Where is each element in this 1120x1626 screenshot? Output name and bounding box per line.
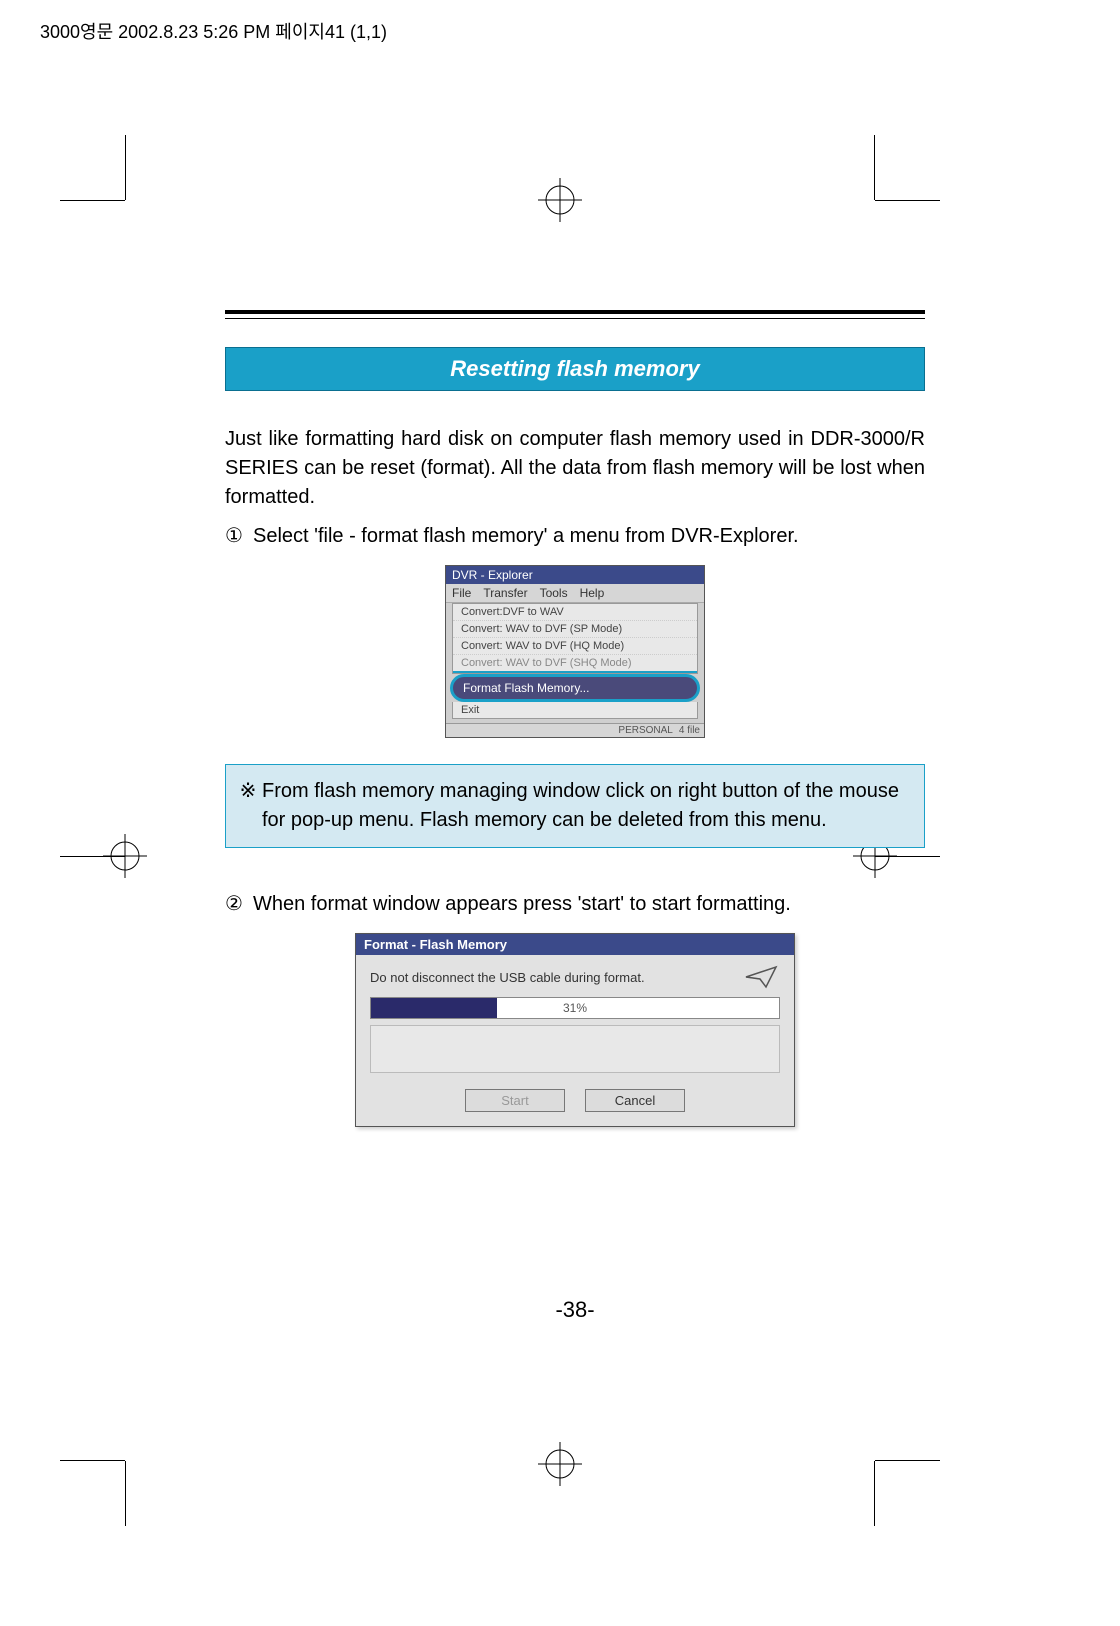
menu-item-format-flash[interactable]: Format Flash Memory... <box>450 674 700 702</box>
dvr-explorer-window: DVR - Explorer File Transfer Tools Help … <box>445 565 705 738</box>
menu-item-exit[interactable]: Exit <box>453 702 697 718</box>
section-title: Resetting flash memory <box>450 356 699 381</box>
flying-paper-icon <box>744 963 780 991</box>
registration-mark-icon <box>538 178 582 222</box>
menu-item[interactable]: Convert: WAV to DVF (SHQ Mode) <box>453 655 697 673</box>
statusbar: PERSONAL 4 file <box>446 723 704 737</box>
menu-tools[interactable]: Tools <box>540 586 568 600</box>
note-text: From flash memory managing window click … <box>262 777 912 835</box>
menu-item[interactable]: Convert: WAV to DVF (HQ Mode) <box>453 638 697 655</box>
menu-transfer[interactable]: Transfer <box>483 586 527 600</box>
file-menu-dropdown: Convert:DVF to WAV Convert: WAV to DVF (… <box>452 603 698 674</box>
step-1: ① Select 'file - format flash memory' a … <box>225 522 925 551</box>
note-symbol: ※ <box>234 777 262 835</box>
dialog-spacer <box>370 1025 780 1073</box>
step-2: ② When format window appears press 'star… <box>225 890 925 919</box>
page-content: Resetting flash memory Just like formatt… <box>225 310 925 1323</box>
cancel-button[interactable]: Cancel <box>585 1089 685 1112</box>
registration-mark-icon <box>538 1442 582 1486</box>
page-number: -38- <box>225 1297 925 1323</box>
step-text: When format window appears press 'start'… <box>253 890 925 919</box>
dialog-message: Do not disconnect the USB cable during f… <box>370 970 645 985</box>
figure-2: Format - Flash Memory Do not disconnect … <box>225 933 925 1127</box>
status-text: 4 file <box>679 725 700 736</box>
menubar: File Transfer Tools Help <box>446 584 704 603</box>
print-header: 3000영문 2002.8.23 5:26 PM 페이지41 (1,1) <box>40 18 387 44</box>
crop-mark <box>60 200 125 201</box>
dialog-titlebar: Format - Flash Memory <box>356 934 794 955</box>
double-rule <box>225 310 925 319</box>
window-titlebar: DVR - Explorer <box>446 566 704 584</box>
note-box: ※ From flash memory managing window clic… <box>225 764 925 848</box>
crop-mark <box>874 1461 875 1526</box>
crop-mark <box>60 1460 125 1461</box>
step-number: ① <box>225 522 253 551</box>
registration-mark-icon <box>103 834 147 878</box>
start-button[interactable]: Start <box>465 1089 565 1112</box>
step-number: ② <box>225 890 253 919</box>
menu-item[interactable]: Convert:DVF to WAV <box>453 604 697 621</box>
menu-item[interactable]: Convert: WAV to DVF (SP Mode) <box>453 621 697 638</box>
file-menu-dropdown-tail: Exit <box>452 702 698 719</box>
crop-mark <box>125 1461 126 1526</box>
figure-1: DVR - Explorer File Transfer Tools Help … <box>225 565 925 738</box>
intro-paragraph: Just like formatting hard disk on comput… <box>225 425 925 512</box>
menu-file[interactable]: File <box>452 586 471 600</box>
menu-help[interactable]: Help <box>580 586 605 600</box>
format-dialog: Format - Flash Memory Do not disconnect … <box>355 933 795 1127</box>
dialog-button-row: Start Cancel <box>356 1083 794 1126</box>
progress-label: 31% <box>371 998 779 1018</box>
crop-mark <box>874 135 875 200</box>
crop-mark <box>125 135 126 200</box>
section-title-bar: Resetting flash memory <box>225 347 925 391</box>
crop-mark <box>875 1460 940 1461</box>
progress-bar: 31% <box>370 997 780 1019</box>
step-text: Select 'file - format flash memory' a me… <box>253 522 925 551</box>
status-text: PERSONAL <box>618 725 672 736</box>
crop-mark <box>875 200 940 201</box>
